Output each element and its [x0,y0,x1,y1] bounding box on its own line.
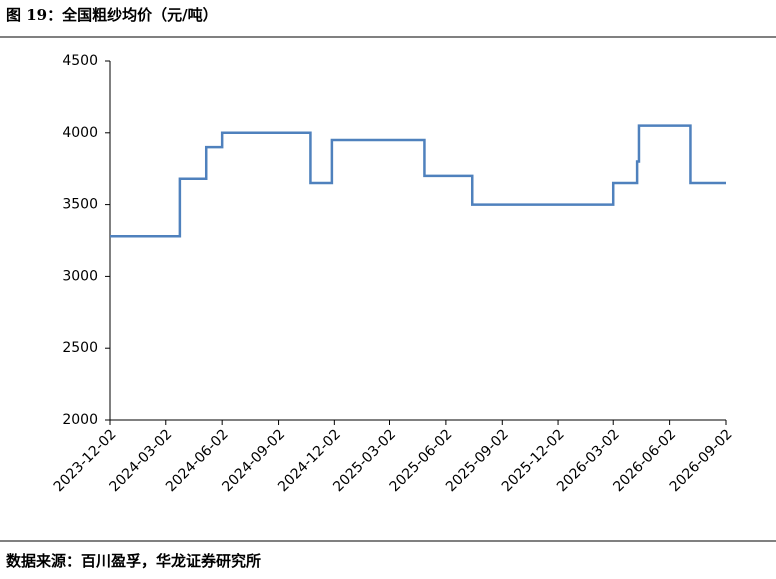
y-tick-label: 4500 [62,53,98,69]
source-note: 数据来源：百川盈孚，华龙证券研究所 [6,552,261,570]
y-tick-label: 4000 [62,125,98,141]
line-series [110,124,726,238]
chart-title: 图 19：全国粗纱均价（元/吨） [6,6,218,24]
y-tick-label: 3500 [62,197,98,213]
y-tick-label: 3000 [62,268,98,284]
y-tick-label: 2000 [62,412,98,428]
y-tick-label: 2500 [62,340,98,356]
